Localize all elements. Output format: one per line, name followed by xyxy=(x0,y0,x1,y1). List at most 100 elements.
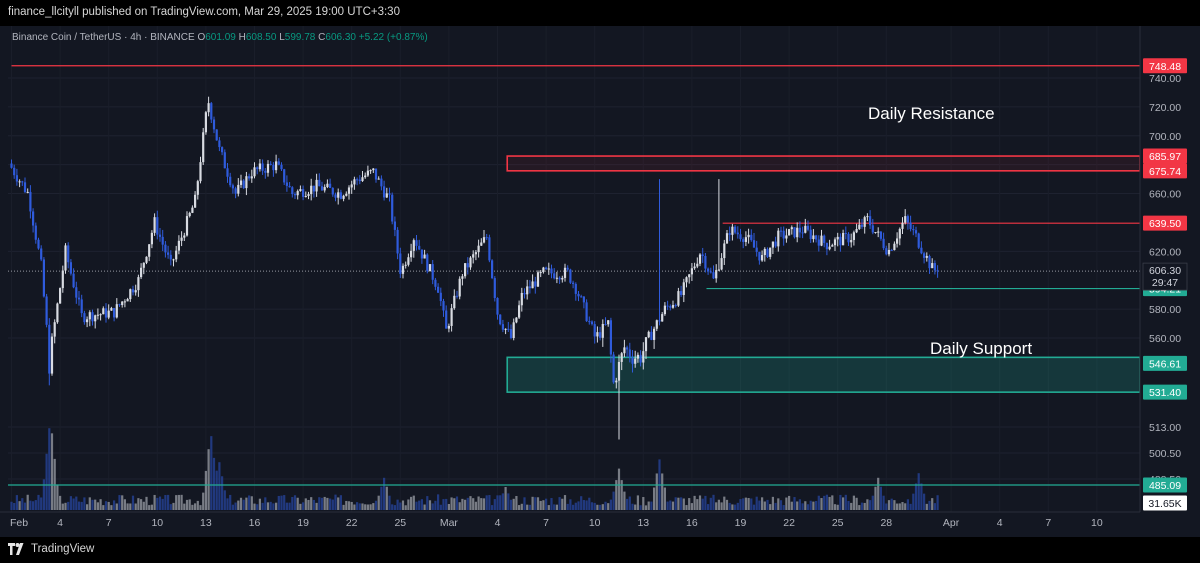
volume-bar xyxy=(272,503,275,510)
volume-bar xyxy=(180,494,183,510)
price-tick-label: 740.00 xyxy=(1149,73,1181,85)
candle-body xyxy=(698,254,702,264)
candle-body xyxy=(850,239,853,243)
candle-body xyxy=(477,245,480,253)
candle-body xyxy=(167,252,170,255)
volume-bar xyxy=(804,501,807,510)
volume-bar xyxy=(385,486,388,510)
price-badge-bg xyxy=(1143,384,1187,400)
volume-bar xyxy=(415,501,418,510)
candle-body xyxy=(304,195,307,197)
volume-bar xyxy=(40,497,43,510)
candle-body xyxy=(933,263,936,271)
price-chart[interactable]: Daily Resistance Daily Support 740.00 720.… xyxy=(0,26,1200,537)
volume-bar xyxy=(590,502,594,510)
volume-bar xyxy=(788,495,791,510)
volume-bar xyxy=(199,505,202,510)
volume-bar xyxy=(761,497,764,510)
volume-bar xyxy=(626,498,629,510)
high-label: H xyxy=(239,32,246,43)
volume-bar xyxy=(852,495,855,510)
volume-bar xyxy=(196,500,199,510)
price-badge-bg xyxy=(1143,148,1187,164)
candle-body xyxy=(113,308,116,318)
time-tick-label: 22 xyxy=(346,517,358,529)
candle-body xyxy=(701,254,704,256)
lower-line-badge: 485.09 xyxy=(1143,477,1187,493)
candle-body xyxy=(123,301,126,303)
volume-bar xyxy=(18,501,21,510)
volume-bar xyxy=(59,495,62,510)
candle-body xyxy=(388,193,391,195)
candle-body xyxy=(898,228,901,239)
candle-body xyxy=(40,248,43,260)
volume-bar xyxy=(466,497,469,510)
candle-body xyxy=(563,267,567,278)
candle-body xyxy=(890,249,893,251)
volume-bar xyxy=(202,492,205,510)
candle-body xyxy=(185,216,189,236)
horizontal-lines xyxy=(8,65,1140,486)
volume-bar xyxy=(739,499,742,510)
candle-body xyxy=(609,320,612,355)
candle-body xyxy=(499,314,502,325)
volume-bar xyxy=(680,497,683,510)
volume-bar xyxy=(331,499,334,510)
price-tick-label: 720.00 xyxy=(1149,102,1181,114)
candle-body xyxy=(372,168,375,171)
chart-area[interactable]: Daily Resistance Daily Support 740.00 720.… xyxy=(0,26,1200,537)
volume-bar xyxy=(50,433,54,510)
volume-bar xyxy=(896,503,899,510)
candle-body xyxy=(53,322,56,337)
tradingview-logo[interactable]: TradingView xyxy=(8,543,94,555)
candle-body xyxy=(550,268,553,274)
volume-bar xyxy=(113,500,116,510)
candle-body xyxy=(534,281,537,287)
volume-bar xyxy=(869,500,872,510)
candle-body xyxy=(26,191,29,193)
zones xyxy=(506,155,1141,393)
volume-bar xyxy=(725,499,729,510)
candle-body xyxy=(415,240,418,246)
candle-body xyxy=(334,194,337,198)
candle-body xyxy=(825,242,828,250)
candle-body xyxy=(404,264,407,266)
candle-body xyxy=(428,264,432,272)
candle-body xyxy=(496,297,499,315)
candle-body xyxy=(663,305,666,315)
grid xyxy=(8,26,1140,512)
volume-bar xyxy=(380,486,383,510)
candle-body xyxy=(536,272,540,287)
volume-bar xyxy=(72,498,75,510)
time-tick-label: 16 xyxy=(249,517,261,529)
volume-bar xyxy=(509,499,513,510)
candle-body xyxy=(860,224,864,227)
volume-bar xyxy=(266,502,270,510)
volume-bar xyxy=(156,497,159,510)
volume-bar xyxy=(364,504,367,510)
candle-body xyxy=(315,179,318,192)
candle-body xyxy=(577,293,580,297)
volume-bar xyxy=(539,500,542,510)
candle-body xyxy=(561,277,564,280)
time-axis: Feb 4 7 10 13 16 19 22 25 Mar 4 7 10 13 16 19 22 25 28 Apr 4… xyxy=(0,511,1200,537)
candle-body xyxy=(177,240,180,251)
candle-body xyxy=(666,305,669,307)
time-tick-label: 25 xyxy=(394,517,406,529)
candle-body xyxy=(653,328,656,340)
volume-bar xyxy=(210,436,213,510)
candle-body xyxy=(194,194,197,208)
volume-bar xyxy=(588,497,591,510)
candle-body xyxy=(75,287,78,298)
candle-body xyxy=(858,224,861,230)
candle-body xyxy=(261,163,264,171)
volume-bar xyxy=(779,500,783,510)
candle-body xyxy=(801,232,804,234)
candle-body xyxy=(385,193,388,198)
volume-bar xyxy=(450,497,453,510)
candle-body xyxy=(566,267,569,270)
volume-bar xyxy=(488,495,491,510)
candle-body xyxy=(320,186,324,191)
candle-body xyxy=(472,254,475,258)
candle-body xyxy=(94,315,97,322)
